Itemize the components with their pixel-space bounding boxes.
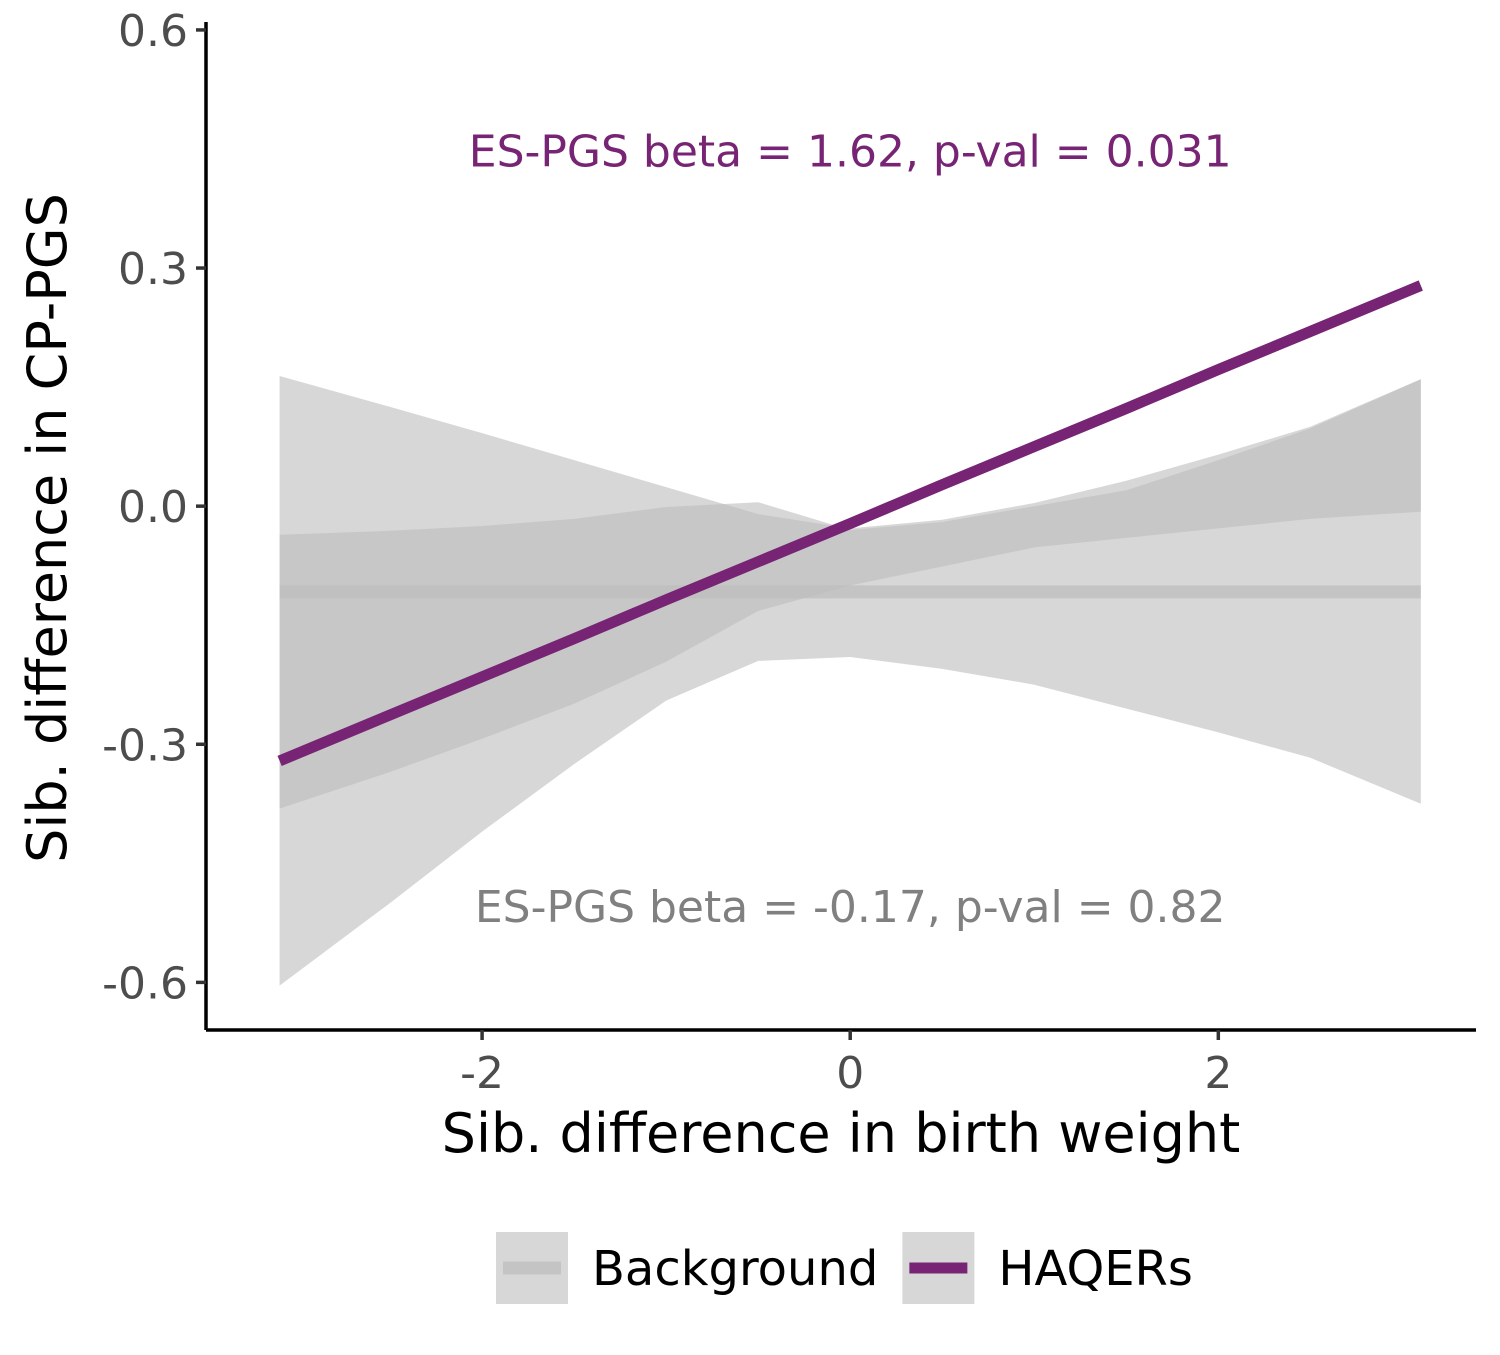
legend-label: HAQERs [998,1241,1193,1297]
y-tick-label: -0.3 [102,720,188,771]
x-tick-label: 2 [1204,1048,1232,1099]
annotation-text: ES-PGS beta = 1.62, p-val = 0.031 [469,126,1232,177]
y-tick-label: 0.6 [118,6,188,57]
legend: Background HAQERs [496,1232,1193,1304]
y-tick-label: 0.0 [118,482,188,533]
axes: -0.6 -0.3 0.0 0.3 0.6 -2 0 2 [102,6,1476,1099]
x-tick-label: -2 [460,1048,504,1099]
annotation-text: ES-PGS beta = -0.17, p-val = 0.82 [475,882,1226,933]
annotations: ES-PGS beta = 1.62, p-val = 0.031 ES-PGS … [469,126,1232,933]
y-tick-label: 0.3 [118,244,188,295]
line-haqers [277,280,1423,766]
x-axis-label: Sib. difference in birth weight [442,1102,1241,1165]
y-tick-label: -0.6 [102,958,188,1009]
y-axis-label: Sib. difference in CP-PGS [16,193,79,863]
legend-item-background: Background [496,1232,878,1304]
regression-lines [277,280,1423,766]
legend-label: Background [592,1241,878,1297]
confidence-ribbons [279,376,1421,986]
ribbon-haqers [279,376,1421,986]
legend-item-haqers: HAQERs [902,1232,1193,1304]
x-tick-label: 0 [836,1048,864,1099]
